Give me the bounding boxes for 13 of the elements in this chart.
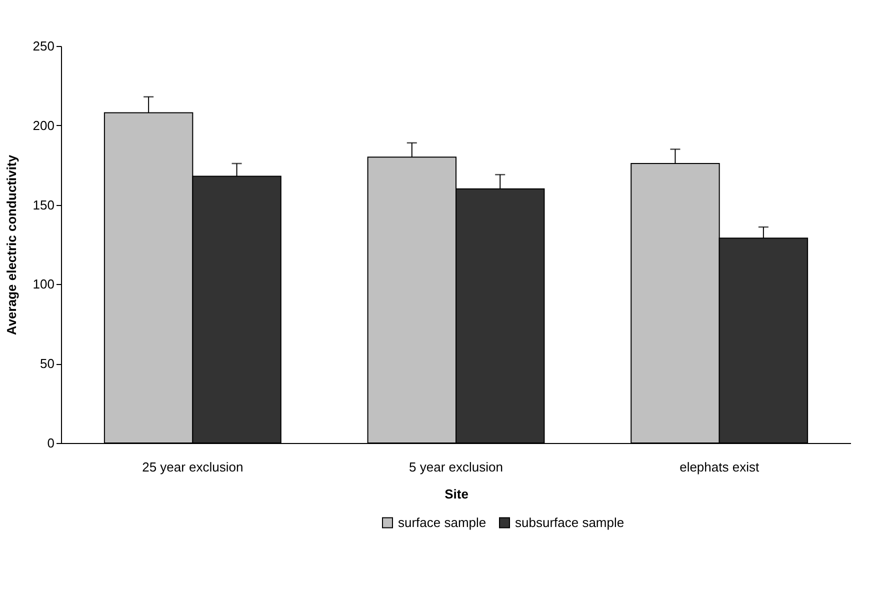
x-tick-label: 5 year exclusion — [409, 460, 503, 474]
y-axis-title: Average electric conductivity — [4, 154, 19, 336]
y-tick-label: 200 — [32, 118, 54, 133]
x-axis-title: Site — [444, 486, 468, 502]
x-tick-label: 25 year exclusion — [142, 460, 244, 474]
legend-label: subsurface sample — [515, 514, 624, 530]
y-tick-label: 150 — [32, 197, 54, 212]
x-tick-label: elephats exist — [680, 460, 760, 474]
legend-label: surface sample — [398, 514, 486, 530]
y-tick-label: 250 — [32, 38, 54, 54]
y-tick-label: 50 — [40, 356, 54, 372]
y-tick-label: 100 — [32, 276, 54, 292]
y-tick-label: 0 — [47, 436, 54, 450]
